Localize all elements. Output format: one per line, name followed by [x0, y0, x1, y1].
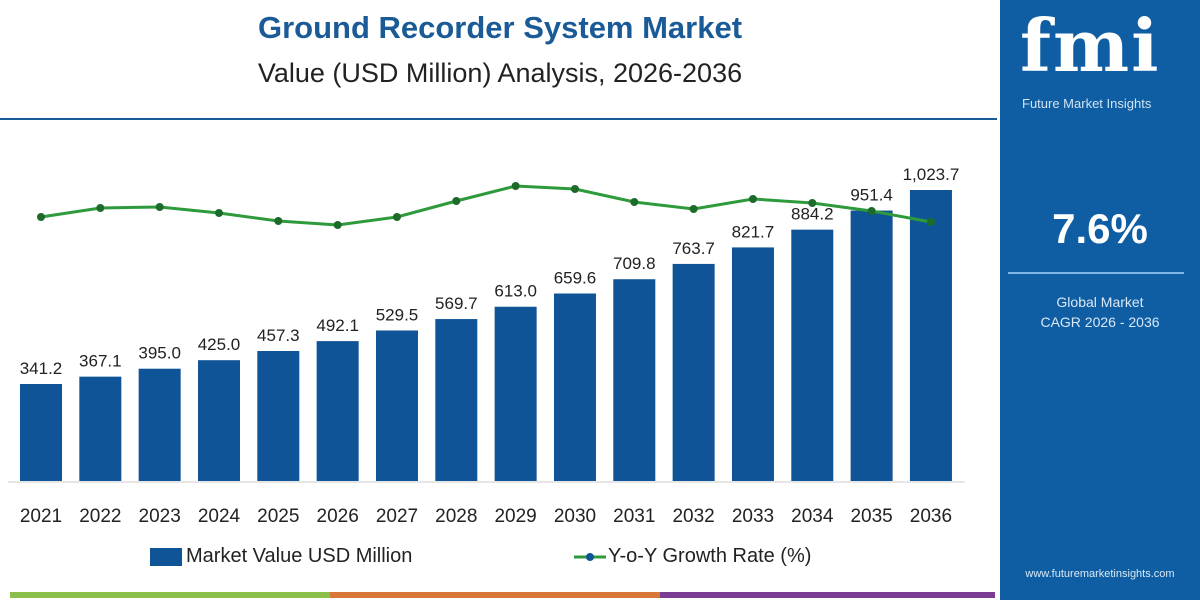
- x-tick-2021: 2021: [20, 506, 62, 527]
- growth-point-2033: [748, 195, 757, 203]
- bar-label-2033: 821.7: [732, 222, 775, 241]
- legend-bar: Market Value USD Million: [150, 545, 412, 568]
- chart: 341.2 2021 367.1 2022 395.0 2023 425.0 2024 457.…: [8, 165, 965, 527]
- growth-point-2034: [808, 199, 817, 207]
- chart-subtitle: Value (USD Million) Analysis, 2026-2036: [257, 58, 743, 88]
- growth-point-2022: [96, 204, 105, 212]
- chart-title: Ground Recorder System Market: [257, 10, 743, 45]
- x-tick-2032: 2032: [672, 506, 714, 527]
- bar-label-2031: 709.8: [613, 254, 656, 273]
- x-tick-2025: 2025: [257, 506, 299, 527]
- growth-point-2029: [511, 182, 520, 190]
- growth-point-2036: [926, 218, 935, 226]
- legend-bar-label: Market Value USD Million: [186, 545, 413, 567]
- bar-label-2023: 395.0: [138, 344, 181, 363]
- footer-bar-purple: [660, 592, 995, 598]
- bar-2029: [494, 306, 537, 481]
- bar-label-2029: 613.0: [494, 282, 537, 301]
- bar-2021: [20, 384, 62, 481]
- sidebar: fmi Future Market Insights 7.6% Global M…: [1000, 0, 1200, 600]
- x-tick-2035: 2035: [850, 506, 892, 527]
- growth-point-2035: [867, 207, 876, 215]
- bar-label-2034: 884.2: [791, 205, 834, 224]
- logo-subtitle: Future Market Insights: [1022, 96, 1152, 111]
- bar-2031: [613, 279, 656, 481]
- bar-2032: [672, 263, 715, 481]
- bar-label-2032: 763.7: [672, 239, 715, 258]
- growth-point-2030: [570, 185, 579, 193]
- bar-label-2028: 569.7: [435, 294, 478, 313]
- x-tick-2023: 2023: [139, 506, 181, 527]
- growth-point-2021: [37, 213, 45, 221]
- bar-2025: [257, 351, 300, 481]
- bar-label-2026: 492.1: [316, 316, 359, 335]
- growth-point-2031: [630, 198, 639, 206]
- title-divider: [0, 118, 997, 120]
- legend-line: Y-o-Y Growth Rate (%): [572, 545, 811, 568]
- bar-label-2021: 341.2: [20, 359, 63, 378]
- x-tick-2030: 2030: [554, 506, 596, 527]
- legend-bar-swatch: [150, 547, 182, 566]
- growth-point-2032: [689, 205, 698, 213]
- x-tick-2029: 2029: [494, 506, 536, 527]
- bar-label-2024: 425.0: [198, 335, 241, 354]
- legend-line-label: Y-o-Y Growth Rate (%): [608, 545, 812, 567]
- growth-point-2028: [452, 197, 461, 205]
- growth-point-2025: [274, 217, 283, 225]
- bar-2034: [791, 229, 834, 481]
- bar-2035: [850, 210, 893, 481]
- legend-line-swatch: [574, 552, 606, 561]
- growth-point-2027: [392, 213, 401, 221]
- bar-2033: [731, 247, 774, 481]
- footer-bar-green: [10, 592, 330, 598]
- growth-point-2026: [333, 221, 342, 229]
- fmi-logo: fmi: [1020, 3, 1161, 88]
- bar-2024: [197, 360, 240, 481]
- x-tick-2026: 2026: [317, 506, 359, 527]
- cagr-value: 7.6%: [1052, 205, 1148, 252]
- x-tick-2031: 2031: [613, 506, 655, 527]
- footer-bar-orange: [330, 592, 660, 598]
- x-tick-2036: 2036: [910, 506, 952, 527]
- bar-2023: [138, 368, 181, 481]
- bar-label-2030: 659.6: [554, 269, 597, 288]
- bar-2022: [79, 376, 122, 481]
- cagr-label: Global Market CAGR 2026 - 2036: [1000, 292, 1200, 332]
- growth-point-2024: [214, 209, 223, 217]
- x-tick-2034: 2034: [791, 506, 834, 527]
- bar-2036: [909, 190, 952, 481]
- bar-2027: [375, 330, 418, 481]
- x-tick-2024: 2024: [198, 506, 241, 527]
- bar-2030: [553, 293, 596, 481]
- bar-2028: [435, 319, 478, 481]
- bar-label-2035: 951.4: [850, 186, 893, 205]
- growth-line: [40, 184, 932, 227]
- bar-2026: [316, 341, 359, 481]
- website-url[interactable]: www.futuremarketinsights.com: [1025, 568, 1175, 580]
- bar-label-2027: 529.5: [376, 305, 419, 324]
- cagr-label-2: CAGR 2026 - 2036: [1040, 314, 1160, 330]
- x-tick-2033: 2033: [732, 506, 774, 527]
- bar-label-2036: 1,023.7: [903, 165, 960, 184]
- cagr-label-1: Global Market: [1056, 294, 1144, 310]
- bar-label-2025: 457.3: [257, 326, 300, 345]
- x-tick-2028: 2028: [435, 506, 477, 527]
- cagr-divider: [1008, 272, 1184, 274]
- x-tick-2027: 2027: [376, 506, 418, 527]
- growth-point-2023: [155, 203, 164, 211]
- x-tick-2022: 2022: [79, 506, 121, 527]
- bar-label-2022: 367.1: [79, 352, 122, 371]
